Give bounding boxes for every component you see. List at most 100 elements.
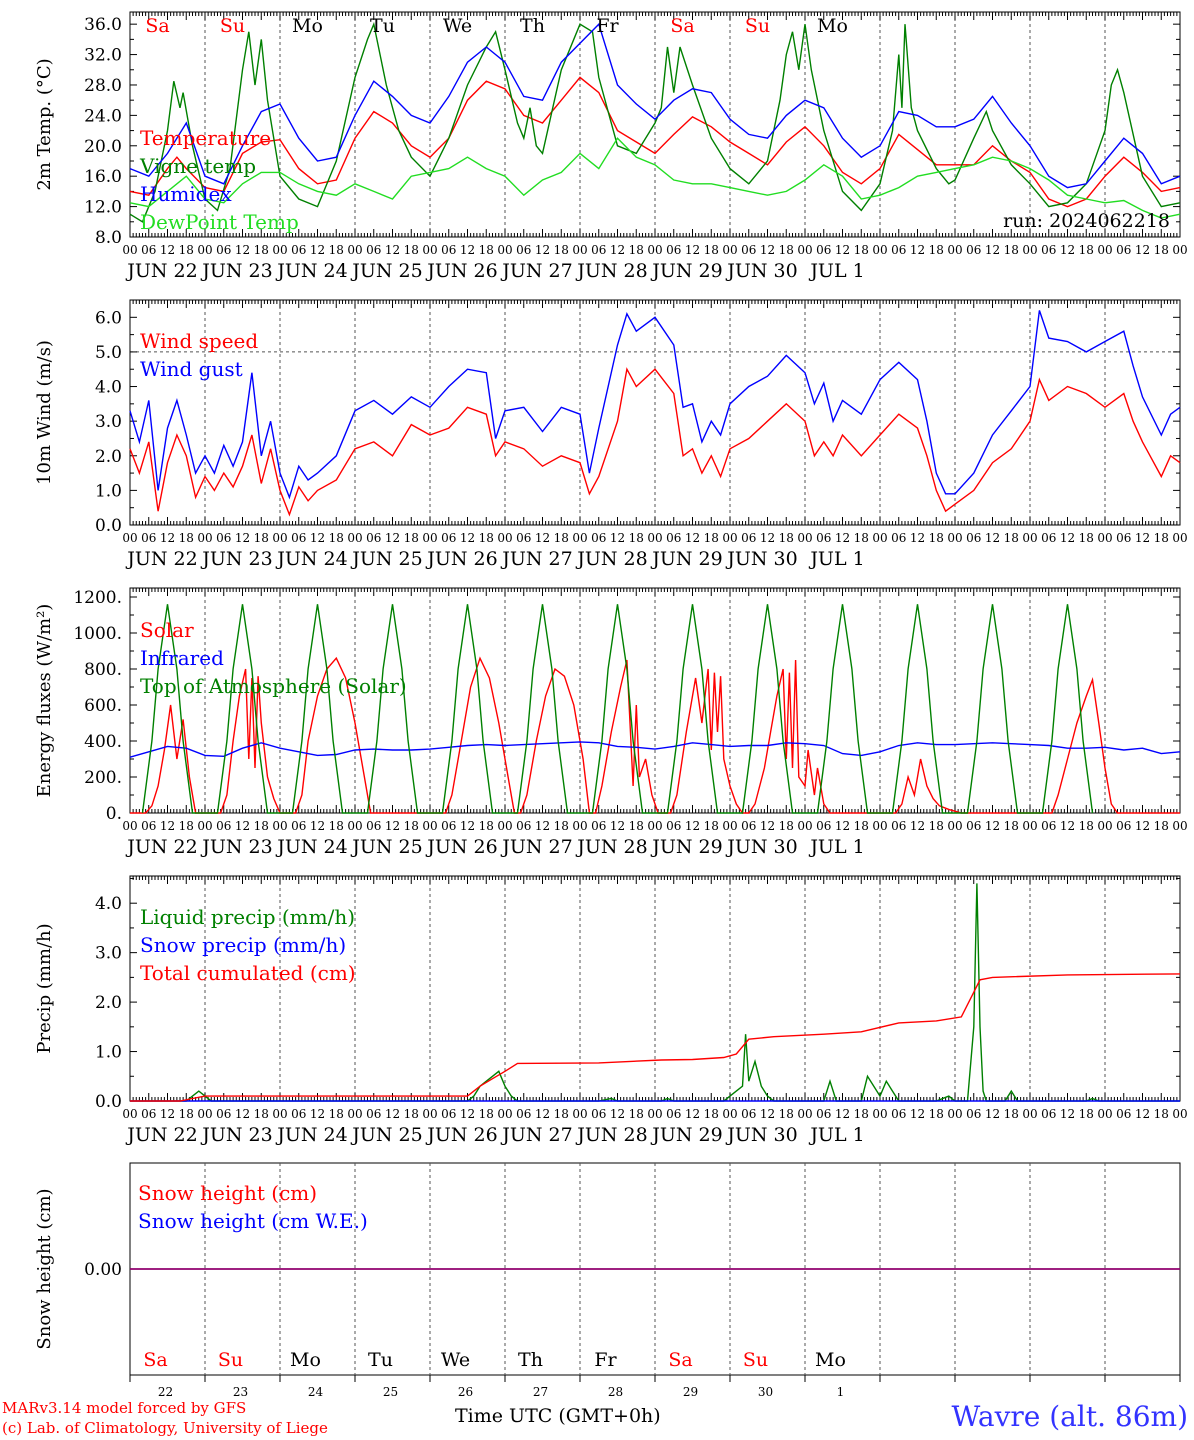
hour-tick-label: 00 <box>1097 1107 1112 1121</box>
legend-entry: Liquid precip (mm/h) <box>140 905 355 929</box>
y-tick-label: 2.0 <box>95 447 122 467</box>
hour-tick-label: 06 <box>366 819 381 833</box>
panel-4: 00 06 12 18 00 06 12 18 00 06 12 18 00 06 12 18 00 06 12 18… <box>34 875 1188 1146</box>
hour-tick-label: 18 <box>704 531 719 545</box>
date-label: JUN 22 <box>125 548 197 570</box>
hour-tick-label: 00 <box>497 1107 512 1121</box>
legend-entry: Top of Atmosphere (Solar) <box>140 674 407 698</box>
series-line <box>130 973 1181 1102</box>
hour-tick-label: 00 <box>497 243 512 257</box>
date-label: JUN 29 <box>650 548 722 570</box>
hour-tick-label: 12 <box>985 531 1000 545</box>
hour-tick-label: 18 <box>179 531 194 545</box>
y-tick-label: 800. <box>84 660 122 680</box>
date-label: JUN 30 <box>725 1124 797 1146</box>
hour-tick-label: 00 <box>947 243 962 257</box>
hour-tick-label: 12 <box>310 243 325 257</box>
hour-tick-label: 06 <box>216 531 231 545</box>
y-tick-label: 2.0 <box>95 993 122 1013</box>
hour-tick-label: 12 <box>235 243 250 257</box>
hour-tick-label: 06 <box>516 1107 531 1121</box>
day-name-top: Th <box>520 15 545 37</box>
hour-tick-label: 06 <box>816 819 831 833</box>
hour-tick-label: 06 <box>291 531 306 545</box>
hour-tick-label: 12 <box>310 1107 325 1121</box>
hour-tick-label: 06 <box>441 243 456 257</box>
hour-tick-label: 12 <box>1060 819 1075 833</box>
y-tick-label: 36.0 <box>84 15 122 35</box>
hour-tick-label: 18 <box>554 531 569 545</box>
hour-tick-label: 06 <box>966 819 981 833</box>
y-tick-label: 8.0 <box>95 228 122 248</box>
hour-tick-label: 00 <box>872 531 887 545</box>
hour-tick-label: 00 <box>1022 819 1037 833</box>
hour-tick-label: 18 <box>554 1107 569 1121</box>
hour-tick-label: 18 <box>254 531 269 545</box>
hour-tick-label: 12 <box>160 1107 175 1121</box>
y-tick-label: 1200. <box>73 588 122 608</box>
hour-tick-label: 18 <box>479 243 494 257</box>
hour-tick-label: 00 <box>647 531 662 545</box>
hour-tick-label: 12 <box>610 819 625 833</box>
date-label: JUN 23 <box>200 260 272 282</box>
hour-tick-label: 00 <box>1097 243 1112 257</box>
day-name-bottom: Su <box>218 1349 243 1371</box>
day-number-label: 23 <box>233 1385 248 1399</box>
y-tick-label: 20.0 <box>84 137 122 157</box>
hour-tick-label: 18 <box>479 819 494 833</box>
hour-tick-label: 18 <box>479 1107 494 1121</box>
hour-tick-label: 12 <box>985 1107 1000 1121</box>
date-label: JUN 28 <box>575 1124 647 1146</box>
series-line <box>141 604 1094 814</box>
hour-tick-label: 06 <box>441 531 456 545</box>
hour-tick-label: 06 <box>141 243 156 257</box>
y-tick-label: 400. <box>84 732 122 752</box>
hour-tick-label: 18 <box>704 1107 719 1121</box>
y-tick-label: 600. <box>84 696 122 716</box>
hour-tick-label: 12 <box>535 243 550 257</box>
legend-entry: Wind speed <box>140 329 258 353</box>
credit-line-2: (c) Lab. of Climatology, University of L… <box>2 1419 328 1437</box>
hour-tick-label: 06 <box>666 1107 681 1121</box>
date-label: JUN 22 <box>125 836 197 858</box>
day-number-label: 22 <box>158 1385 173 1399</box>
y-tick-label: 0.00 <box>84 1260 122 1280</box>
day-name-top: Su <box>745 15 770 37</box>
hour-tick-label: 12 <box>610 1107 625 1121</box>
hour-tick-label: 06 <box>1041 531 1056 545</box>
hour-tick-label: 12 <box>910 1107 925 1121</box>
hour-tick-label: 06 <box>366 1107 381 1121</box>
date-label: JUN 23 <box>200 836 272 858</box>
date-label: JUN 22 <box>125 1124 197 1146</box>
hour-tick-label: 00 <box>347 1107 362 1121</box>
hour-tick-label: 18 <box>404 531 419 545</box>
hour-tick-label: 12 <box>1060 531 1075 545</box>
hour-tick-label: 12 <box>1135 531 1150 545</box>
hour-tick-label: 12 <box>1135 243 1150 257</box>
hour-tick-label: 12 <box>685 1107 700 1121</box>
hour-tick-label: 18 <box>1154 531 1169 545</box>
hour-tick-label: 12 <box>685 819 700 833</box>
hour-tick-label: 12 <box>160 819 175 833</box>
hour-tick-label: 18 <box>629 1107 644 1121</box>
hour-tick-label: 12 <box>460 243 475 257</box>
date-label: JUN 28 <box>575 260 647 282</box>
hour-tick-label: 18 <box>404 243 419 257</box>
hour-tick-label: 12 <box>385 531 400 545</box>
meteogram: 00 06 12 18 00 06 12 18 00 06 12 18 00 06 12 18 00 06 12 18… <box>34 11 1188 1399</box>
hour-tick-label: 00 <box>797 1107 812 1121</box>
plot-frame <box>129 587 1181 814</box>
date-label: JUN 29 <box>650 260 722 282</box>
day-name-top: Mo <box>817 15 848 37</box>
date-label: JUN 24 <box>275 836 347 858</box>
day-name-top: Mo <box>292 15 323 37</box>
hour-tick-label: 12 <box>160 531 175 545</box>
hour-tick-label: 00 <box>722 243 737 257</box>
legend-entry: Snow precip (mm/h) <box>140 933 346 957</box>
y-tick-label: 0.0 <box>95 1092 122 1112</box>
hour-tick-label: 18 <box>1079 1107 1094 1121</box>
y-axis-label: Precip (mm/h) <box>34 923 55 1053</box>
plot-frame <box>129 11 1181 238</box>
hour-tick-label: 12 <box>460 1107 475 1121</box>
hour-tick-label: 06 <box>516 531 531 545</box>
